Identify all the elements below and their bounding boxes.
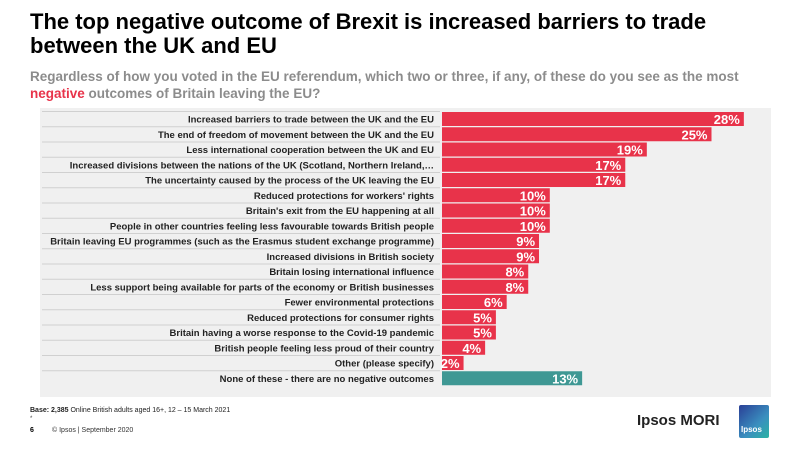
bar: [442, 234, 540, 248]
category-label: People in other countries feeling less f…: [110, 221, 434, 232]
bar: [442, 127, 712, 142]
page-number: 6: [30, 427, 34, 434]
category-label: Fewer environmental protections: [285, 298, 434, 309]
ipsos-logo: Ipsos: [739, 405, 769, 438]
value-label: 25%: [681, 127, 707, 142]
bar: [442, 173, 626, 187]
copyright: © Ipsos | September 2020: [52, 427, 134, 434]
category-label: Increased divisions in British society: [267, 252, 435, 263]
subtitle-text: Regardless of how you voted in the EU re…: [30, 69, 739, 84]
base-label: Base: 2,385: [30, 407, 69, 414]
value-label: 10%: [520, 188, 546, 203]
value-label: 13%: [552, 371, 578, 386]
subtitle-highlight: negative: [30, 86, 85, 101]
value-label: 5%: [473, 310, 492, 325]
bar: [442, 371, 583, 386]
category-label: Britain leaving EU programmes (such as t…: [50, 237, 434, 248]
bar: [442, 249, 540, 264]
value-label: 9%: [516, 249, 535, 264]
subtitle-text-end: outcomes of Britain leaving the EU?: [84, 86, 321, 101]
category-label: Other (please specify): [335, 359, 434, 370]
value-label: 5%: [473, 326, 492, 341]
category-label: None of these - there are no negative ou…: [220, 374, 434, 385]
bar: [442, 203, 550, 218]
bar: [442, 356, 464, 370]
bar: [442, 112, 744, 126]
page-title: The top negative outcome of Brexit is in…: [30, 9, 707, 58]
logo-text: Ipsos: [741, 425, 762, 434]
value-label: 17%: [595, 173, 621, 188]
chart-panel: [40, 108, 771, 397]
category-label: Reduced protections for consumer rights: [247, 313, 434, 324]
category-label: Increased barriers to trade between the …: [188, 115, 434, 126]
bar: [442, 142, 647, 157]
bar: [442, 295, 507, 309]
value-label: 28%: [714, 112, 740, 127]
value-label: 19%: [617, 143, 643, 158]
footnote-star: *: [30, 416, 33, 422]
bar: [442, 157, 626, 172]
category-label: British people feeling less proud of the…: [214, 343, 434, 354]
question-subtitle: Regardless of how you voted in the EU re…: [30, 68, 790, 102]
value-label: 10%: [520, 219, 546, 234]
category-label: Increased divisions between the nations …: [70, 160, 434, 171]
base-text: Online British adults aged 16+, 12 – 15 …: [68, 407, 231, 414]
bar: [442, 188, 550, 203]
category-label: The uncertainty caused by the process of…: [145, 176, 434, 187]
bar: [442, 279, 529, 294]
category-label: Less support being available for parts o…: [90, 282, 434, 293]
category-label: Less international cooperation between t…: [186, 145, 434, 156]
category-label: The end of freedom of movement between t…: [158, 130, 434, 141]
value-label: 8%: [505, 265, 524, 280]
value-label: 8%: [505, 280, 524, 295]
value-label: 9%: [516, 234, 535, 249]
category-label: Britain losing international influence: [269, 267, 434, 278]
category-label: Britain having a worse response to the C…: [170, 328, 434, 339]
category-label: Britain's exit from the EU happening at …: [246, 206, 434, 217]
value-label: 10%: [520, 204, 546, 219]
value-label: 17%: [595, 158, 621, 173]
base-note: Base: 2,385 Online British adults aged 1…: [30, 407, 230, 414]
bar: [442, 264, 529, 279]
value-label: 4%: [462, 341, 481, 356]
bar: [442, 325, 496, 340]
brand-name: Ipsos MORI: [637, 412, 720, 429]
bar: [442, 310, 496, 325]
value-label: 2%: [441, 356, 460, 371]
bar: [442, 218, 550, 233]
bar: [442, 340, 486, 355]
category-label: Reduced protections for workers' rights: [254, 191, 434, 202]
value-label: 6%: [484, 295, 503, 310]
